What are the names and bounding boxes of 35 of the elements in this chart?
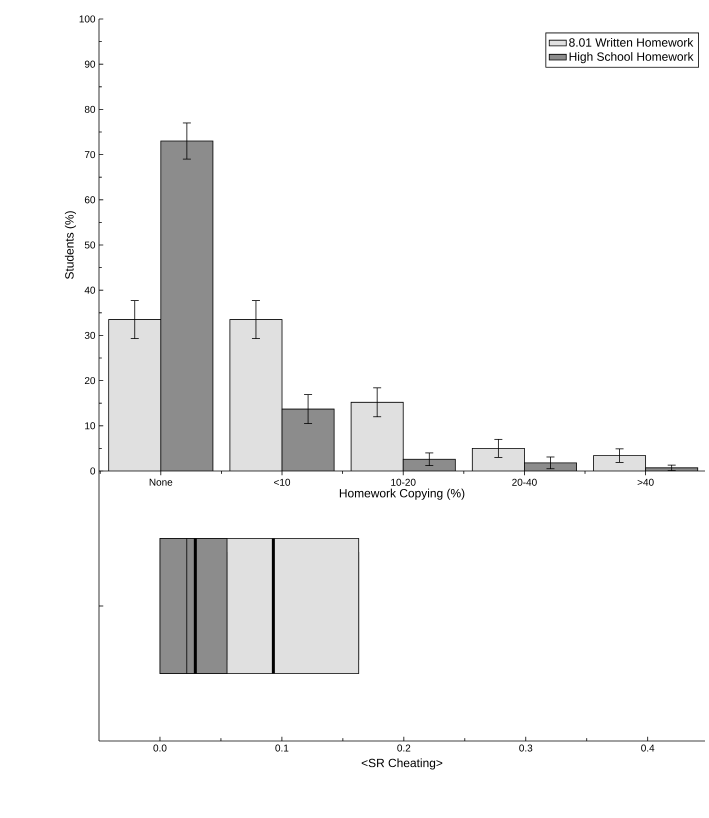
y-tick-label: 40 [84, 286, 96, 294]
y-tick-label: 50 [84, 241, 96, 249]
y-tick-label: 80 [84, 106, 96, 113]
y-tick-label: 100 [80, 15, 96, 23]
bar [645, 467, 698, 471]
y-tick-label: 30 [84, 332, 96, 339]
x-tick-label: 0.2 [397, 744, 410, 752]
bar [108, 320, 161, 471]
bar [282, 409, 334, 471]
x-tick-label: 0.4 [641, 744, 654, 752]
bar [160, 141, 213, 471]
y-tick-label: 10 [85, 422, 96, 430]
y-axis-title: Students (%) [64, 211, 76, 279]
y-tick-label: 90 [84, 60, 96, 68]
legend-label: 8.01 Written Homework [569, 38, 694, 47]
y-tick-label: 0 [90, 467, 96, 475]
bar [230, 320, 282, 471]
x-tick-label: 20-40 [512, 478, 537, 486]
y-tick-label: 70 [84, 151, 96, 158]
y-tick-label: 20 [84, 377, 96, 384]
bar [403, 459, 456, 471]
bar [472, 448, 524, 471]
x-tick-label: None [150, 478, 172, 486]
bar [351, 402, 404, 471]
y-tick-label: 60 [84, 196, 96, 204]
x-tick-label: 0.0 [153, 744, 167, 752]
x-tick-label: 0.3 [519, 744, 532, 752]
x-axis-title: <SR Cheating> [362, 758, 442, 770]
x-tick-label: 10-20 [391, 478, 416, 486]
bar [593, 455, 646, 471]
x-tick-label: <10 [274, 478, 290, 486]
x-tick-label: >40 [638, 478, 654, 486]
legend-label: High School Homework [570, 52, 694, 64]
x-tick-label: 0.1 [275, 744, 288, 752]
x-axis-title: Homework Copying (%) [340, 488, 464, 500]
